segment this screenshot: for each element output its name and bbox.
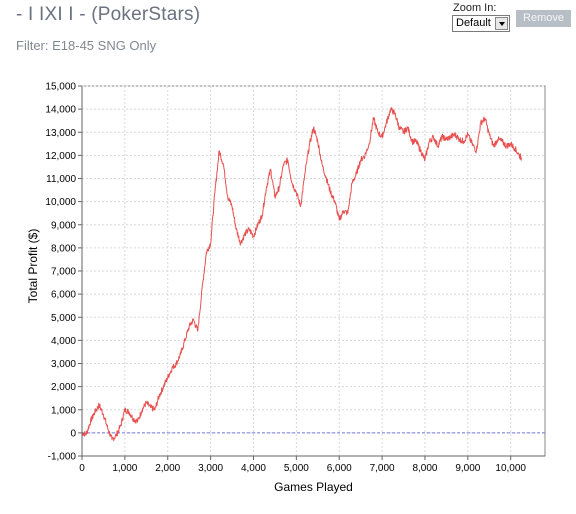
x-tick-label: 10,000 xyxy=(495,463,526,474)
y-tick-label: 14,000 xyxy=(45,105,76,116)
filter-label: Filter: E18-45 SNG Only xyxy=(16,38,157,53)
zoom-select-value: Default xyxy=(456,17,491,29)
remove-button[interactable]: Remove xyxy=(516,10,571,27)
y-tick-label: 0 xyxy=(70,428,76,439)
x-tick-label: 7,000 xyxy=(370,463,395,474)
profit-series-line xyxy=(81,107,522,442)
x-tick-label: 8,000 xyxy=(412,463,437,474)
y-tick-label: -1,000 xyxy=(48,452,77,463)
y-tick-label: 15,000 xyxy=(45,82,76,93)
x-tick-label: 3,000 xyxy=(198,463,223,474)
x-tick-label: 6,000 xyxy=(327,463,352,474)
y-tick-label: 4,000 xyxy=(51,336,76,347)
y-tick-label: 8,000 xyxy=(51,243,76,254)
x-tick-label: 2,000 xyxy=(155,463,180,474)
y-axis-title: Total Profit ($) xyxy=(26,229,40,304)
y-tick-label: 2,000 xyxy=(51,382,76,393)
y-tick-label: 13,000 xyxy=(45,128,76,139)
x-tick-label: 1,000 xyxy=(112,463,137,474)
y-tick-label: 1,000 xyxy=(51,405,76,416)
x-tick-label: 9,000 xyxy=(455,463,480,474)
y-tick-label: 10,000 xyxy=(45,197,76,208)
x-tick-label: 4,000 xyxy=(241,463,266,474)
axes xyxy=(78,85,545,460)
chevron-down-icon[interactable] xyxy=(495,17,508,30)
x-tick-label: 0 xyxy=(79,463,85,474)
zoom-select[interactable]: Default xyxy=(452,15,510,32)
x-tick-labels: 0 1,000 2,000 3,000 4,000 5,000 6,000 7,000 8,00… xyxy=(79,463,526,474)
y-tick-label: 12,000 xyxy=(45,151,76,162)
y-tick-labels: -1,000 0 1,000 2,000 3,000 4,000 5,000 6,000 7,0… xyxy=(45,82,76,463)
x-tick-label: 5,000 xyxy=(284,463,309,474)
zoom-label: Zoom In: xyxy=(453,2,497,14)
x-axis-title: Games Played xyxy=(274,480,353,494)
y-tick-label: 5,000 xyxy=(51,313,76,324)
y-tick-label: 7,000 xyxy=(51,267,76,278)
page-title: - I IXI I - (PokerStars) xyxy=(16,4,201,25)
y-tick-label: 11,000 xyxy=(46,174,76,185)
y-tick-label: 9,000 xyxy=(51,220,76,231)
series-group xyxy=(81,107,522,442)
y-tick-label: 6,000 xyxy=(51,290,76,301)
y-tick-label: 3,000 xyxy=(51,359,76,370)
